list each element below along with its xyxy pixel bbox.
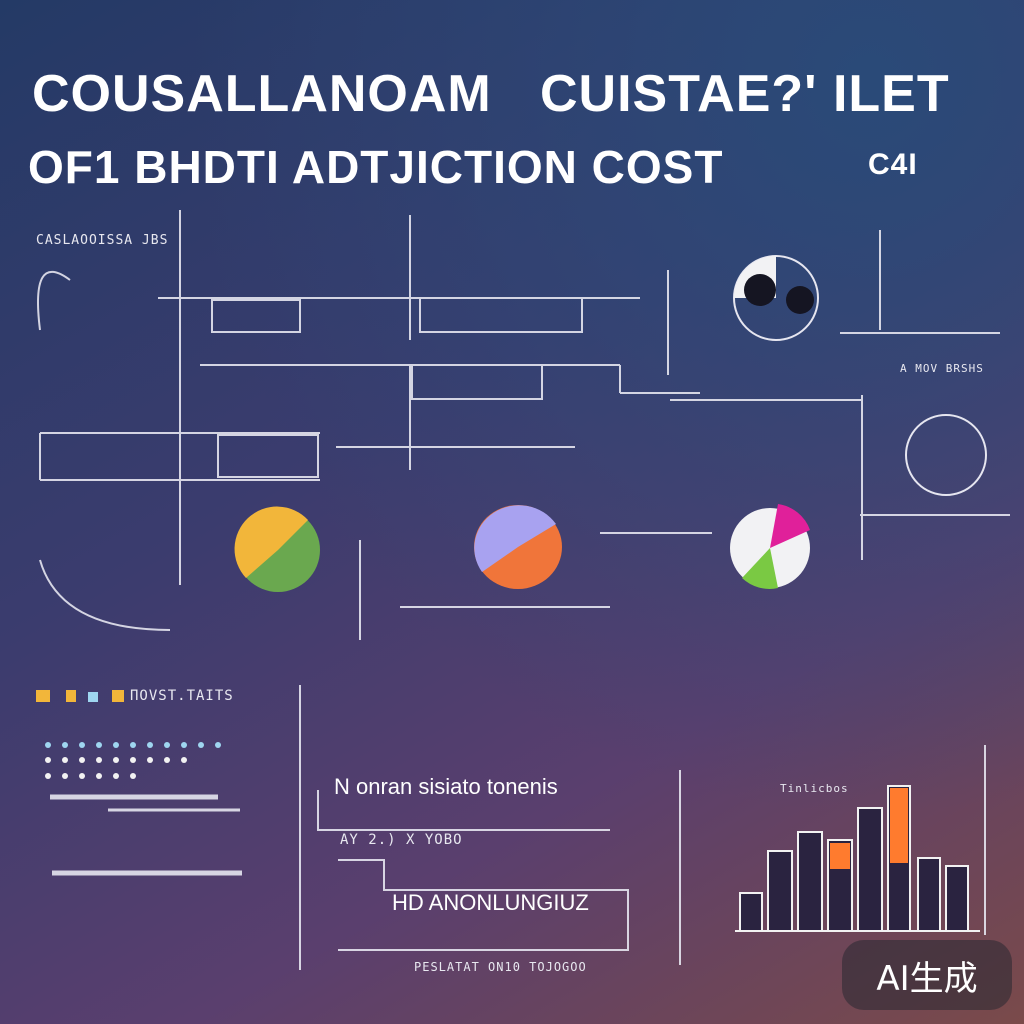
chart-bar-highlight bbox=[890, 788, 908, 863]
title-line2-right: C4I bbox=[868, 148, 918, 181]
text-row4: PESLATAT ON10 TOJOGOO bbox=[414, 960, 587, 974]
title-line1-right: CUISTAE?' ILET bbox=[540, 65, 950, 123]
legend-label: ΠOVST.TAITS bbox=[130, 688, 234, 704]
text-row3: HD ANONLUNGIUZ bbox=[392, 890, 589, 915]
top-left-label: CASLAOOISSA JBS bbox=[36, 233, 169, 248]
title-line2-left: OF1 BHDTI ADTJICTION COST bbox=[28, 141, 724, 193]
pie-yellow-green bbox=[234, 506, 320, 592]
pie-lavender-orange bbox=[474, 505, 562, 589]
chart-bar-highlight bbox=[830, 843, 850, 869]
title-line1-left: COUSALLANOAM bbox=[32, 65, 492, 123]
pie-white-green-magenta bbox=[730, 504, 810, 589]
ai-generated-watermark: AI生成 bbox=[842, 940, 1012, 1010]
text-row1: N onran sisiato tonenis bbox=[334, 774, 558, 799]
text-row2: AY 2.) X YOBO bbox=[340, 832, 463, 848]
right-mid-label: A MOV BRSHS bbox=[900, 362, 984, 375]
chart-caption: Tinlicbos bbox=[780, 782, 849, 795]
